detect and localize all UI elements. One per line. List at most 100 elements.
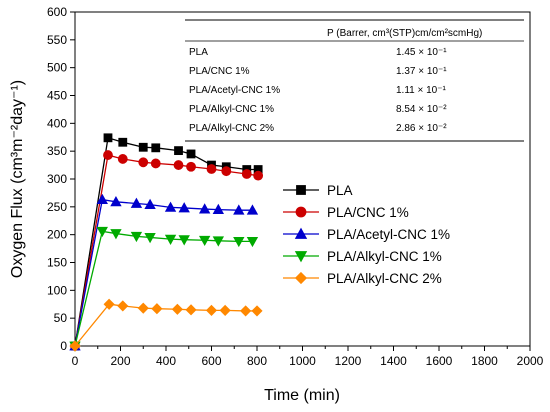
y-axis-title: Oxygen Flux (cm³m⁻²day⁻¹) xyxy=(9,80,26,278)
data-point xyxy=(69,340,81,352)
legend-item: PLA/CNC 1% xyxy=(283,205,409,220)
data-point xyxy=(233,236,245,248)
y-tick-label: 200 xyxy=(47,228,67,242)
data-point xyxy=(178,235,190,246)
table-row-label: PLA/Alkyl-CNC 1% xyxy=(189,104,274,115)
data-point xyxy=(117,154,128,164)
data-point xyxy=(178,202,190,213)
table-header: P (Barrer, cm³(STP)cm/cm²scmHg) xyxy=(327,28,482,39)
x-tick-label: 1800 xyxy=(471,354,498,368)
series-layer xyxy=(69,133,264,352)
table-row-value: 2.86 × 10⁻² xyxy=(396,123,447,134)
data-point xyxy=(110,229,122,240)
data-point xyxy=(246,204,259,215)
y-tick-label: 550 xyxy=(47,33,67,47)
data-point xyxy=(186,149,196,159)
data-point xyxy=(118,137,128,147)
y-tick-label: 400 xyxy=(47,116,67,130)
x-tick-label: 800 xyxy=(247,354,267,368)
y-tick-label: 0 xyxy=(60,339,67,353)
x-tick-label: 2000 xyxy=(517,354,544,368)
series-2 xyxy=(69,193,259,351)
data-point xyxy=(246,236,259,248)
data-point xyxy=(151,303,163,315)
y-tick-label: 500 xyxy=(47,61,67,75)
legend-item: PLA/Alkyl-CNC 2% xyxy=(283,271,442,286)
y-tick-label: 600 xyxy=(47,5,67,19)
data-point xyxy=(117,300,129,312)
table-row-value: 8.54 × 10⁻² xyxy=(396,104,447,115)
legend-item: PLA/Acetyl-CNC 1% xyxy=(283,227,450,242)
data-point xyxy=(240,305,252,317)
data-point xyxy=(144,198,156,210)
data-point xyxy=(174,146,183,156)
y-tick-label: 350 xyxy=(47,144,67,158)
data-point xyxy=(212,203,225,215)
table-row-value: 1.37 × 10⁻¹ xyxy=(396,66,447,77)
data-point xyxy=(138,157,149,168)
legend-label: PLA/CNC 1% xyxy=(327,205,409,220)
series-1 xyxy=(70,150,264,351)
legend-label: PLA/Alkyl-CNC 1% xyxy=(327,249,442,264)
series-4 xyxy=(69,298,263,352)
legend-item: PLA xyxy=(283,183,353,198)
x-tick-label: 600 xyxy=(201,354,221,368)
table-row-value: 1.45 × 10⁻¹ xyxy=(396,47,447,58)
y-tick-label: 300 xyxy=(47,172,67,186)
data-point xyxy=(150,158,161,169)
series-3 xyxy=(69,226,259,352)
x-tick-label: 1200 xyxy=(335,354,362,368)
data-point xyxy=(186,161,196,172)
y-tick-label: 150 xyxy=(47,256,67,270)
y-tick-label: 250 xyxy=(47,200,67,214)
data-point xyxy=(241,169,252,179)
table-row-label: PLA xyxy=(189,47,208,58)
table-row-label: PLA/Alkyl-CNC 2% xyxy=(189,123,274,134)
data-point xyxy=(198,203,211,214)
y-axis: 0 50 100 150 200 250 300 350 400 450 500 550 600 xyxy=(47,5,75,353)
data-point xyxy=(96,226,108,238)
data-point xyxy=(198,235,211,247)
data-point xyxy=(110,195,122,207)
data-point xyxy=(103,150,113,160)
data-point xyxy=(206,164,217,174)
data-point xyxy=(253,170,264,181)
data-point xyxy=(171,303,183,315)
data-point xyxy=(138,142,148,152)
legend-label: PLA xyxy=(327,183,353,198)
x-tick-label: 400 xyxy=(156,354,176,368)
legend-marker xyxy=(294,271,308,285)
x-tick-label: 1600 xyxy=(426,354,453,368)
data-point xyxy=(103,298,115,310)
plot-frame xyxy=(74,11,531,347)
data-point xyxy=(151,143,161,153)
x-axis-title: Time (min) xyxy=(264,387,340,404)
x-tick-label: 1400 xyxy=(380,354,407,368)
data-point xyxy=(103,133,113,143)
data-point xyxy=(205,304,218,316)
data-point xyxy=(251,305,263,317)
y-tick-label: 50 xyxy=(54,311,68,325)
data-point xyxy=(130,231,143,243)
data-point xyxy=(212,236,225,247)
legend-label: PLA/Acetyl-CNC 1% xyxy=(327,227,450,242)
series-line xyxy=(74,198,253,347)
legend-label: PLA/Alkyl-CNC 2% xyxy=(327,271,442,286)
data-point xyxy=(137,302,149,314)
y-tick-label: 100 xyxy=(47,283,67,297)
data-point xyxy=(221,166,232,177)
series-line xyxy=(74,230,253,347)
x-axis: 0 200 400 600 800 1000 1200 1400 1600 1800 2000 xyxy=(72,346,544,368)
legend-marker xyxy=(296,185,306,195)
table-row-value: 1.11 × 10⁻¹ xyxy=(396,85,447,96)
data-point xyxy=(96,193,108,204)
x-tick-label: 200 xyxy=(110,354,130,368)
data-point xyxy=(219,304,231,316)
x-tick-label: 1000 xyxy=(289,354,316,368)
legend-marker xyxy=(294,251,308,263)
data-point xyxy=(233,204,245,215)
legend-item: PLA/Alkyl-CNC 1% xyxy=(283,249,442,264)
legend-marker xyxy=(295,206,307,218)
data-point xyxy=(164,234,177,245)
legend: PLA PLA/CNC 1% PLA/Acetyl-CNC 1% PLA/Alkyl-… xyxy=(283,183,450,286)
